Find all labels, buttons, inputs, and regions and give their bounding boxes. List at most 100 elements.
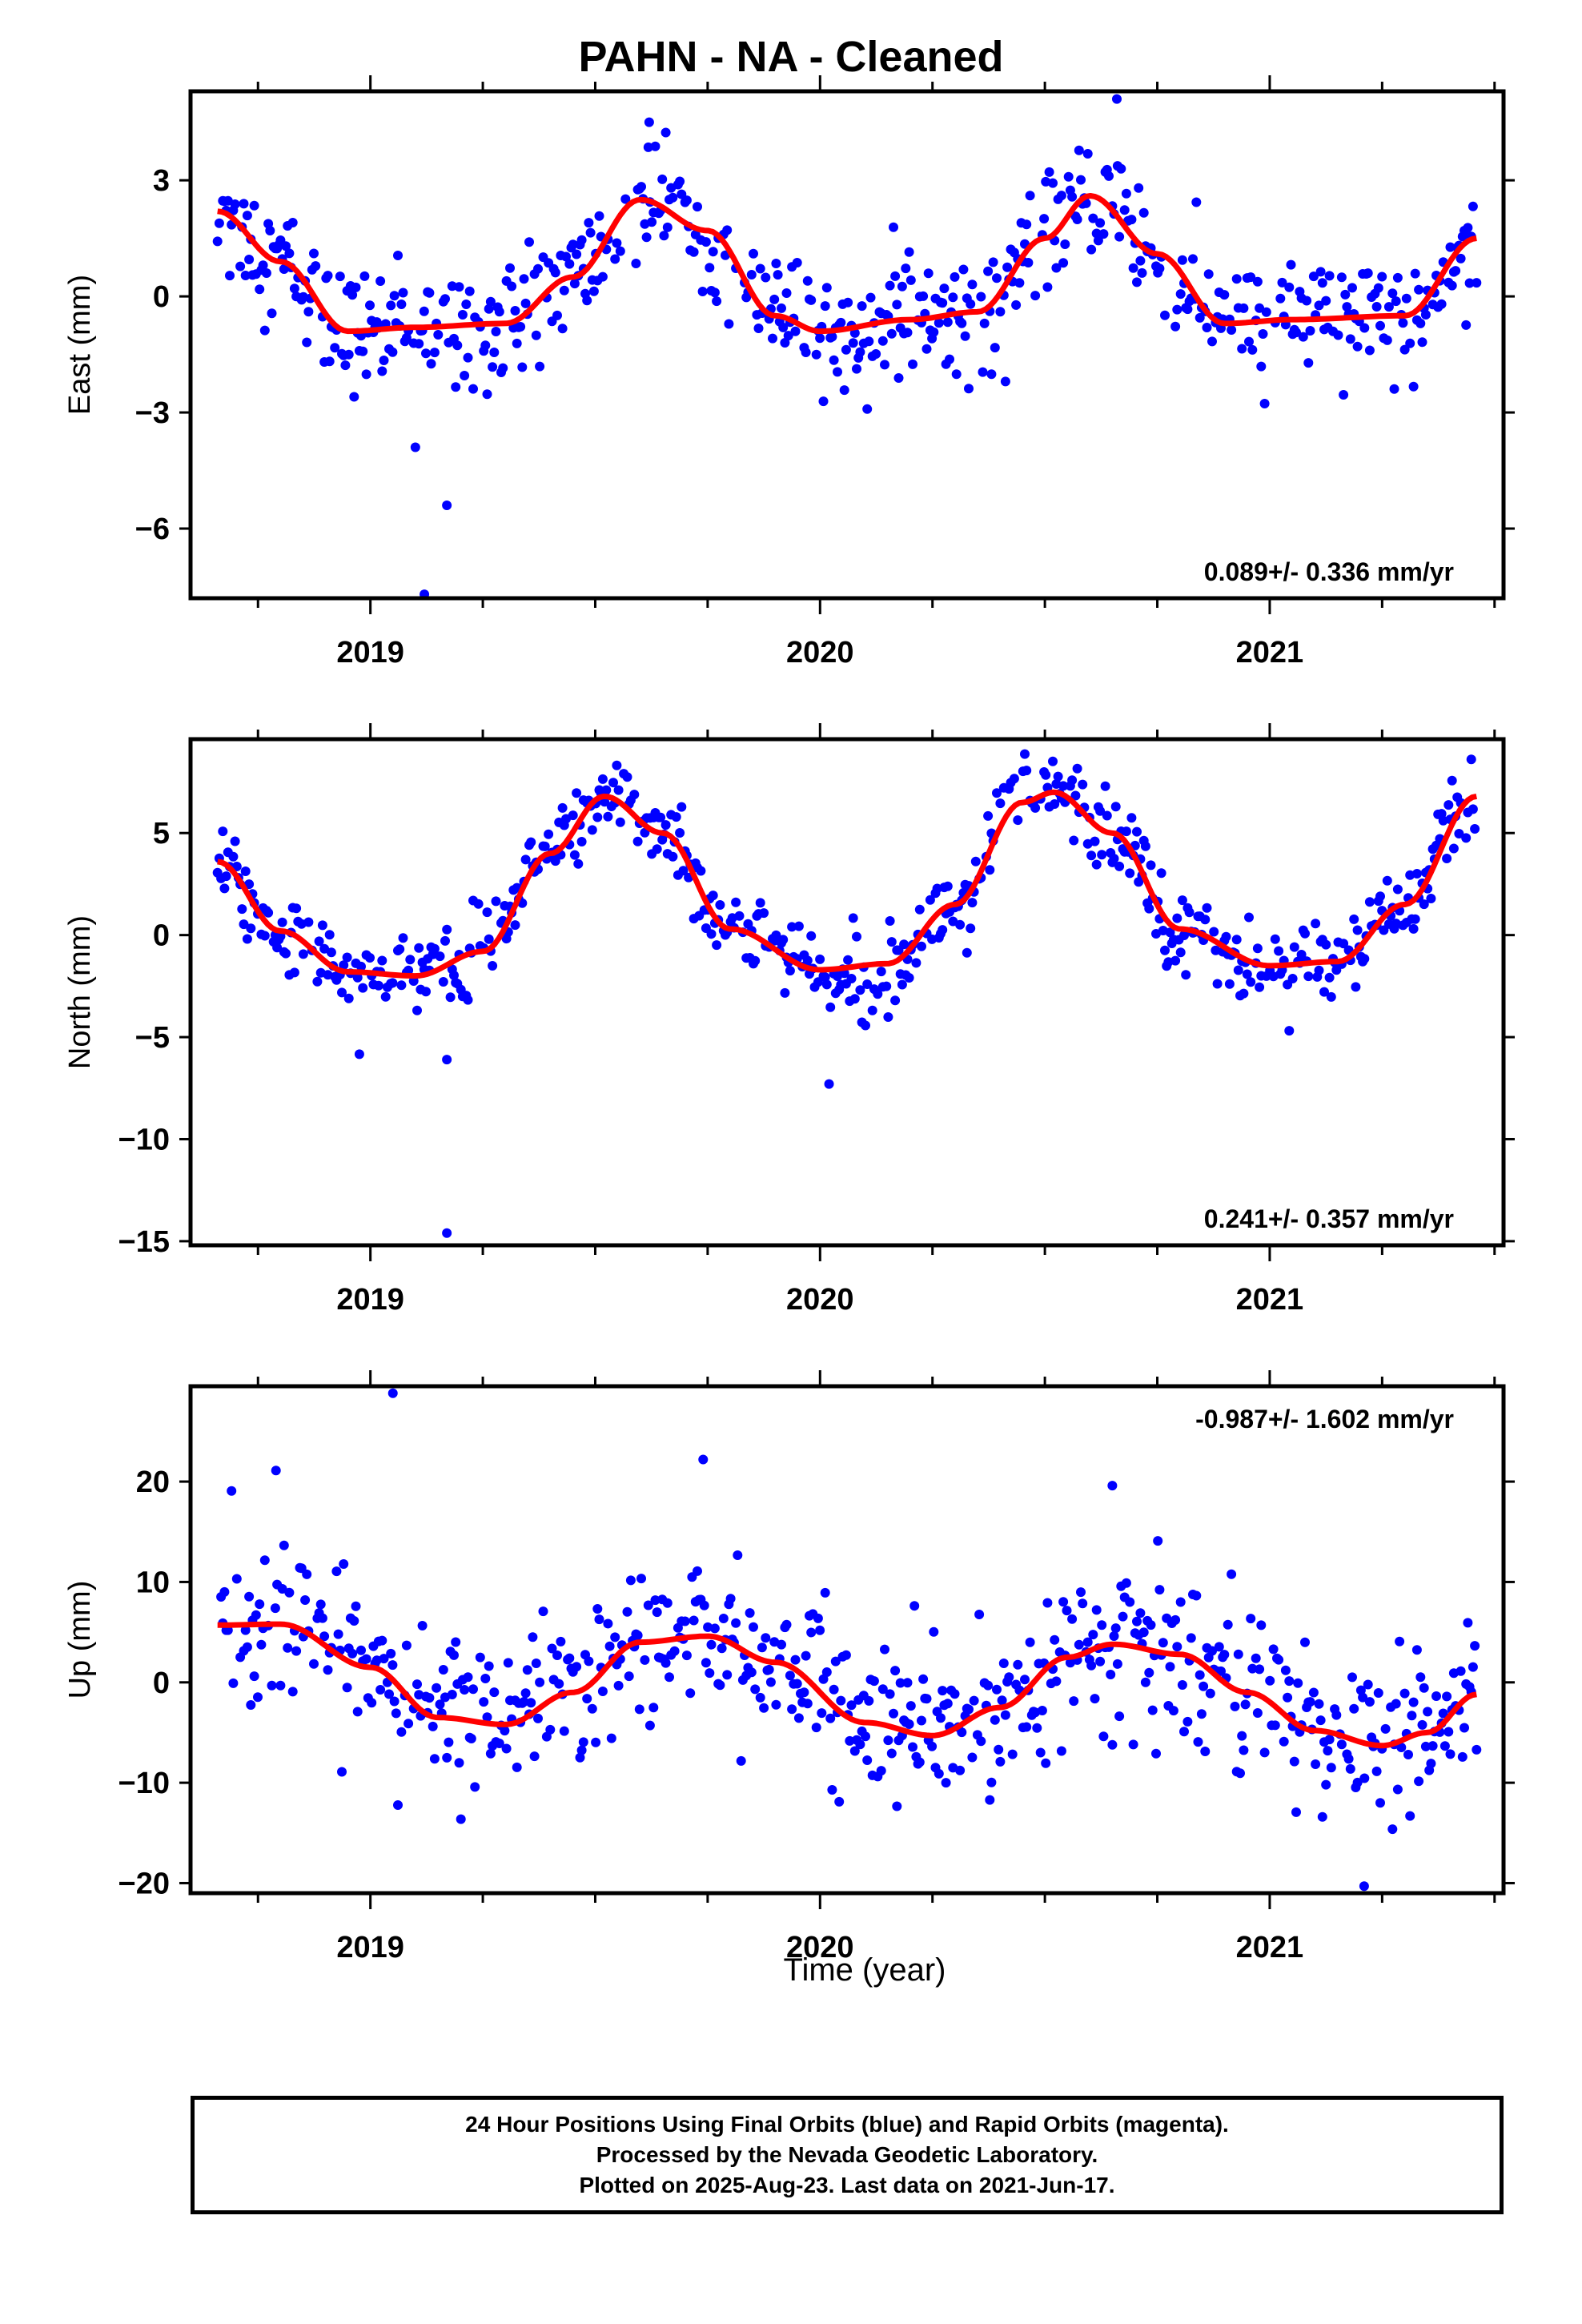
up-data-point	[827, 1785, 837, 1795]
north-data-point	[612, 760, 622, 770]
north-data-point	[396, 980, 407, 991]
north-data-point	[668, 851, 678, 862]
east-data-point	[1445, 242, 1456, 252]
north-data-point	[897, 979, 907, 990]
east-data-point	[1191, 197, 1202, 207]
up-data-point	[950, 1689, 960, 1699]
north-data-point	[885, 916, 895, 926]
east-data-point	[967, 279, 978, 290]
north-data-point	[967, 898, 978, 908]
north-data-point	[1121, 826, 1131, 837]
up-data-point	[793, 1713, 804, 1723]
up-data-point	[1107, 1739, 1118, 1750]
up-data-point	[1427, 1741, 1438, 1751]
up-data-point	[1403, 1750, 1413, 1759]
north-data-point	[881, 981, 892, 991]
up-data-point	[584, 1656, 594, 1667]
east-data-point	[212, 236, 223, 247]
east-data-point	[773, 270, 783, 280]
east-data-point	[235, 261, 246, 271]
up-data-point	[1414, 1776, 1424, 1787]
up-data-point	[1364, 1697, 1375, 1707]
up-data-point	[284, 1587, 295, 1598]
up-data-point	[1460, 1723, 1469, 1733]
east-data-point	[1398, 318, 1408, 328]
east-data-point	[585, 227, 596, 238]
north-data-point	[1132, 826, 1142, 837]
east-data-point	[1314, 300, 1324, 311]
up-data-point	[552, 1651, 562, 1660]
east-data-point	[979, 318, 990, 328]
east-data-point	[923, 268, 934, 279]
east-data-point	[261, 268, 271, 278]
up-data-point	[404, 1719, 414, 1729]
east-points	[212, 94, 1482, 598]
north-data-point	[1177, 895, 1187, 906]
up-ytick-label: −20	[118, 1867, 170, 1900]
east-data-point	[1284, 282, 1295, 292]
east-data-point	[358, 346, 368, 356]
up-data-point	[501, 1743, 512, 1754]
up-data-point	[986, 1777, 997, 1787]
up-data-point	[347, 1648, 358, 1659]
east-data-point	[1060, 239, 1070, 249]
up-data-point	[1110, 1623, 1121, 1634]
up-data-point	[1259, 1747, 1270, 1758]
east-data-point	[597, 271, 608, 282]
up-data-point	[917, 1715, 926, 1726]
up-data-point	[1314, 1699, 1324, 1709]
up-data-point	[895, 1678, 905, 1688]
east-data-point	[620, 194, 631, 204]
north-fit-curve	[217, 789, 1478, 979]
up-data-point	[1037, 1706, 1047, 1715]
east-data-point	[631, 259, 641, 268]
up-data-point	[1230, 1701, 1240, 1711]
north-data-point	[778, 935, 789, 945]
north-data-point	[1100, 781, 1110, 791]
up-data-point	[379, 1654, 389, 1664]
up-points	[216, 1388, 1482, 1892]
east-data-point	[457, 310, 468, 320]
up-data-point	[592, 1604, 603, 1614]
north-data-point	[272, 943, 283, 953]
north-rate-label: 0.241+/- 0.357 mm/yr	[1204, 1204, 1454, 1233]
footer-line-1: 24 Hour Positions Using Final Orbits (bl…	[465, 2112, 1229, 2137]
east-data-point	[1324, 271, 1335, 281]
east-data-point	[1051, 263, 1062, 273]
north-data-point	[412, 1005, 422, 1015]
east-data-point	[1303, 358, 1314, 368]
north-data-point	[510, 920, 520, 931]
up-data-point	[825, 1713, 836, 1723]
up-data-point	[1205, 1688, 1215, 1699]
up-data-point	[886, 1748, 897, 1759]
east-data-point	[939, 283, 950, 294]
up-data-point	[1121, 1578, 1131, 1588]
up-data-point	[315, 1599, 326, 1610]
east-data-point	[675, 176, 685, 187]
east-data-point	[281, 241, 291, 251]
north-data-point	[1165, 927, 1175, 938]
up-data-point	[1331, 1710, 1342, 1720]
east-data-point	[855, 347, 865, 357]
north-data-point	[240, 866, 251, 876]
up-data-point	[1214, 1642, 1224, 1652]
north-data-point	[1144, 903, 1154, 914]
up-data-point	[256, 1639, 267, 1650]
north-data-point	[1411, 869, 1422, 879]
up-data-point	[725, 1594, 736, 1604]
east-data-point	[398, 287, 408, 298]
north-data-point	[244, 879, 255, 890]
up-data-point	[219, 1586, 230, 1597]
up-data-point	[1411, 1645, 1422, 1655]
up-data-point	[718, 1614, 729, 1623]
up-data-point	[1415, 1672, 1426, 1683]
north-data-point	[246, 923, 256, 934]
up-data-point	[636, 1574, 646, 1584]
east-data-point	[983, 266, 994, 276]
east-data-point	[761, 272, 771, 283]
north-data-point	[899, 939, 909, 950]
east-data-point	[289, 283, 299, 294]
north-data-point	[237, 904, 247, 915]
up-data-point	[1470, 1641, 1480, 1651]
east-data-point	[576, 235, 587, 245]
